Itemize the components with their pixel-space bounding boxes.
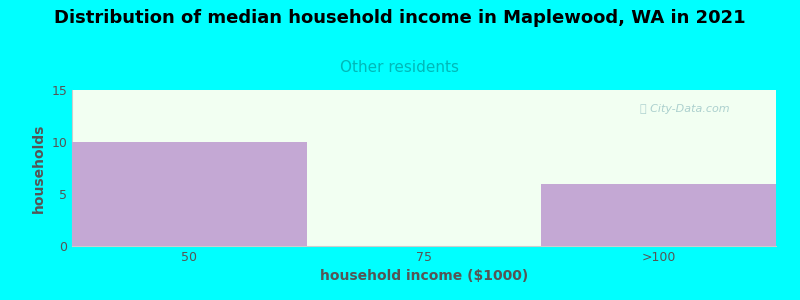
Text: ⓘ City-Data.com: ⓘ City-Data.com	[640, 104, 730, 114]
Text: Distribution of median household income in Maplewood, WA in 2021: Distribution of median household income …	[54, 9, 746, 27]
Text: Other residents: Other residents	[341, 60, 459, 75]
Y-axis label: households: households	[32, 123, 46, 213]
X-axis label: household income ($1000): household income ($1000)	[320, 269, 528, 284]
Bar	[542, 184, 776, 246]
Bar	[72, 142, 306, 246]
